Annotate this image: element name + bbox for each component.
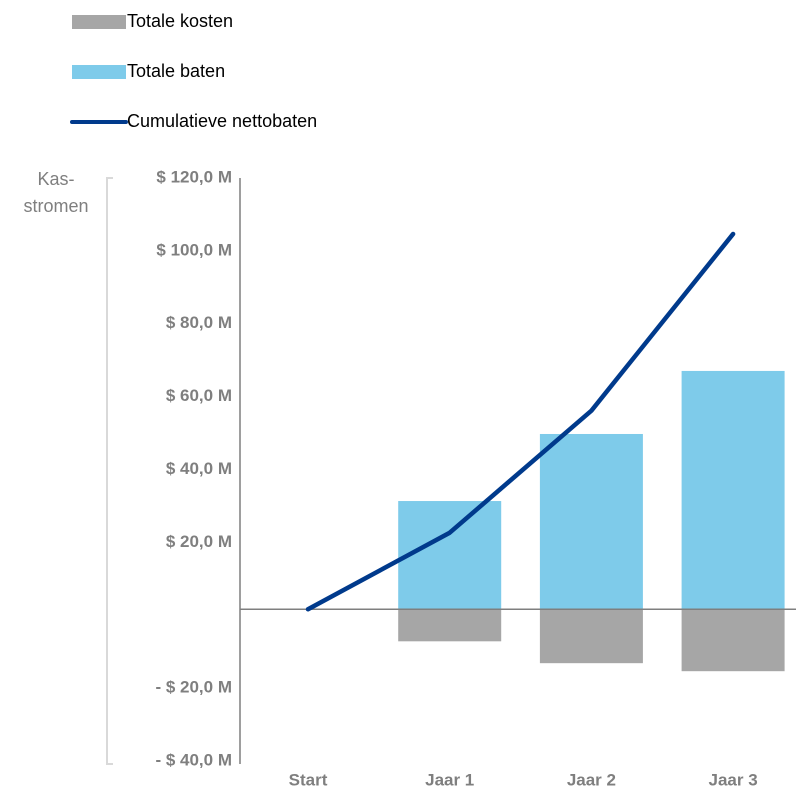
y-tick-label: $ 80,0 M (166, 313, 232, 332)
x-tick-label: Jaar 1 (425, 770, 474, 789)
axis-bracket (106, 177, 113, 765)
legend-swatch (72, 65, 126, 79)
legend-label: Totale baten (127, 61, 225, 81)
line (305, 231, 736, 612)
y-tick-label: $ 20,0 M (166, 532, 232, 551)
legend-label: Cumulatieve nettobaten (127, 111, 317, 131)
legend-swatch (72, 15, 126, 29)
y-tick-label: $ 100,0 M (156, 240, 232, 259)
x-tick-label: Jaar 3 (709, 770, 758, 789)
y-tick-label: $ 60,0 M (166, 386, 232, 405)
y-tick-label: - $ 20,0 M (155, 678, 232, 697)
legend-label: Totale kosten (127, 11, 233, 31)
bar (398, 501, 502, 610)
y-axis-label: Kas- (37, 169, 74, 189)
bar (681, 609, 785, 672)
x-tick-label: Jaar 2 (567, 770, 616, 789)
y-tick-label: - $ 40,0 M (155, 750, 232, 769)
y-axis-label: stromen (23, 196, 88, 216)
bar (539, 433, 643, 610)
y-tick-label: $ 120,0 M (156, 167, 232, 186)
bar (539, 609, 643, 664)
x-tick-label: Start (289, 770, 328, 789)
bar (398, 609, 502, 642)
y-tick-label: $ 40,0 M (166, 459, 232, 478)
bar (681, 370, 785, 610)
